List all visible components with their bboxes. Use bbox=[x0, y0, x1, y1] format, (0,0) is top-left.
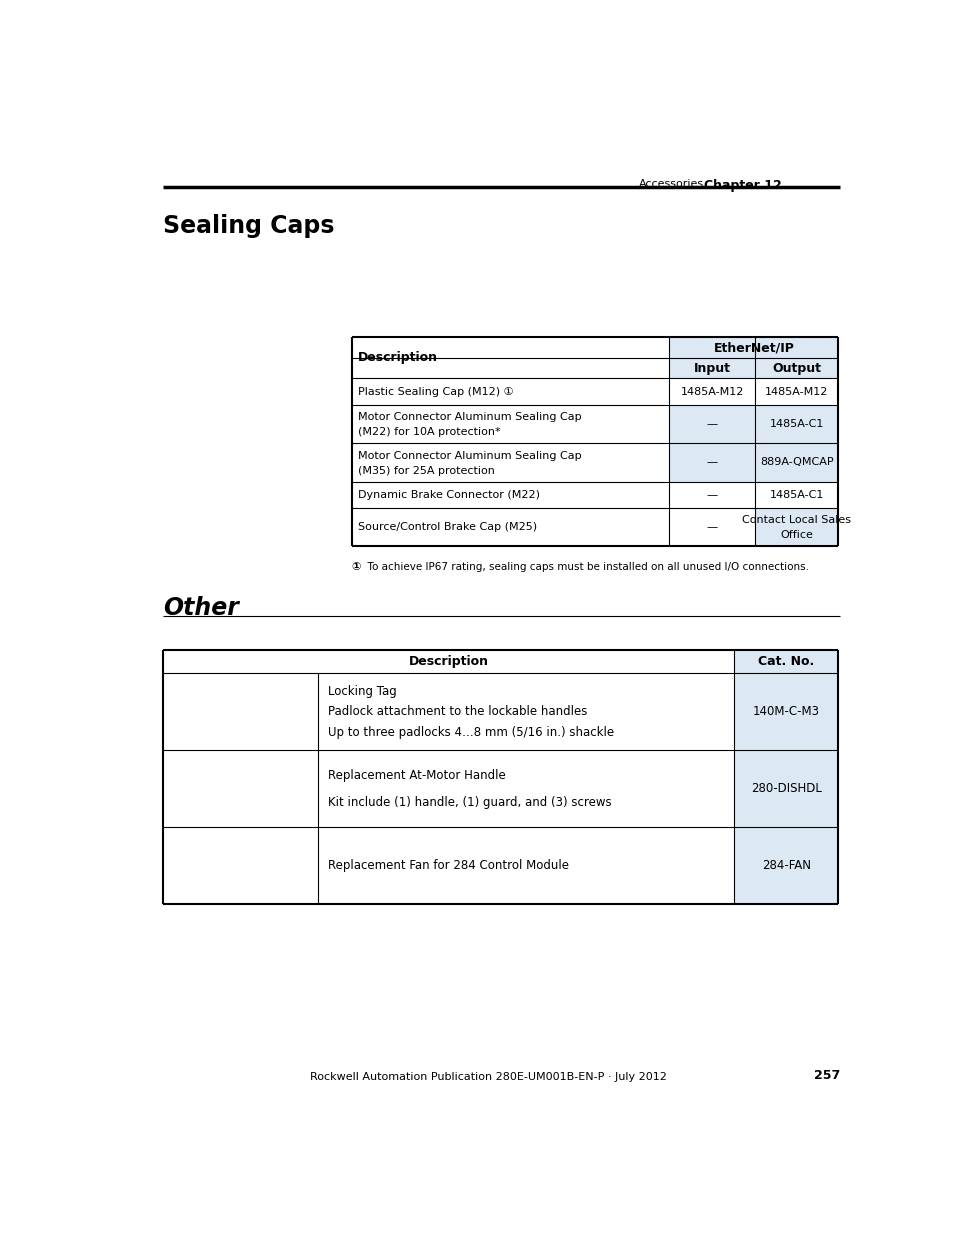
Text: Kit include (1) handle, (1) guard, and (3) screws: Kit include (1) handle, (1) guard, and (… bbox=[328, 797, 611, 809]
Text: Up to three padlocks 4…8 mm (5/16 in.) shackle: Up to three padlocks 4…8 mm (5/16 in.) s… bbox=[328, 726, 613, 739]
Text: Motor Connector Aluminum Sealing Cap: Motor Connector Aluminum Sealing Cap bbox=[357, 412, 581, 422]
Text: Rockwell Automation Publication 280E-UM001B-EN-P · July 2012: Rockwell Automation Publication 280E-UM0… bbox=[310, 1072, 667, 1082]
Text: 889A-QMCAP: 889A-QMCAP bbox=[759, 457, 833, 467]
Text: Plastic Sealing Cap (M12) ①: Plastic Sealing Cap (M12) ① bbox=[357, 387, 513, 396]
Text: EtherNet/IP: EtherNet/IP bbox=[713, 341, 794, 354]
Bar bbox=[163, 651, 838, 673]
Text: 284-FAN: 284-FAN bbox=[760, 860, 810, 872]
Text: 1485A-M12: 1485A-M12 bbox=[679, 387, 743, 396]
Text: Contact Local Sales: Contact Local Sales bbox=[741, 515, 850, 525]
Bar bbox=[733, 827, 838, 904]
Text: Dynamic Brake Connector (M22): Dynamic Brake Connector (M22) bbox=[357, 490, 539, 500]
Text: Motor Connector Aluminum Sealing Cap: Motor Connector Aluminum Sealing Cap bbox=[357, 451, 581, 461]
Text: Replacement Fan for 284 Control Module: Replacement Fan for 284 Control Module bbox=[328, 860, 568, 872]
Bar bbox=[733, 651, 838, 673]
Text: ①: ① bbox=[352, 562, 361, 572]
Bar bbox=[733, 751, 838, 827]
Bar bbox=[669, 405, 754, 443]
Text: 280-DISHDL: 280-DISHDL bbox=[750, 782, 821, 795]
Text: Replacement At-Motor Handle: Replacement At-Motor Handle bbox=[328, 768, 505, 782]
Text: Padlock attachment to the lockable handles: Padlock attachment to the lockable handl… bbox=[328, 705, 586, 719]
Bar bbox=[754, 443, 838, 482]
Text: —: — bbox=[706, 419, 717, 429]
Bar bbox=[669, 337, 838, 358]
Text: Description: Description bbox=[357, 351, 437, 364]
Text: Source/Control Brake Cap (M25): Source/Control Brake Cap (M25) bbox=[357, 522, 537, 532]
Text: 1485A-C1: 1485A-C1 bbox=[769, 419, 823, 429]
Text: Cat. No.: Cat. No. bbox=[758, 656, 814, 668]
Bar bbox=[669, 358, 754, 378]
Bar bbox=[754, 405, 838, 443]
Text: Input: Input bbox=[693, 362, 730, 375]
Text: (M35) for 25A protection: (M35) for 25A protection bbox=[357, 466, 495, 475]
Text: Other: Other bbox=[163, 597, 239, 620]
Text: 1485A-C1: 1485A-C1 bbox=[769, 490, 823, 500]
Text: Accessories: Accessories bbox=[638, 179, 703, 189]
Text: (M22) for 10A protection*: (M22) for 10A protection* bbox=[357, 427, 500, 437]
Text: —: — bbox=[706, 490, 717, 500]
Text: Locking Tag: Locking Tag bbox=[328, 685, 396, 698]
Text: To achieve IP67 rating, sealing caps must be installed on all unused I/O connect: To achieve IP67 rating, sealing caps mus… bbox=[360, 562, 808, 572]
Text: 140M-C-M3: 140M-C-M3 bbox=[752, 705, 819, 719]
Text: Output: Output bbox=[771, 362, 821, 375]
Bar bbox=[754, 508, 838, 546]
Bar bbox=[754, 358, 838, 378]
Bar bbox=[733, 673, 838, 751]
Text: 257: 257 bbox=[813, 1070, 840, 1082]
Text: Sealing Caps: Sealing Caps bbox=[163, 214, 335, 237]
Text: —: — bbox=[706, 522, 717, 532]
Text: Description: Description bbox=[408, 656, 488, 668]
Text: 1485A-M12: 1485A-M12 bbox=[764, 387, 827, 396]
Text: Office: Office bbox=[780, 530, 812, 540]
Text: —: — bbox=[706, 457, 717, 467]
Bar bbox=[669, 443, 754, 482]
Text: Chapter 12: Chapter 12 bbox=[703, 179, 781, 191]
